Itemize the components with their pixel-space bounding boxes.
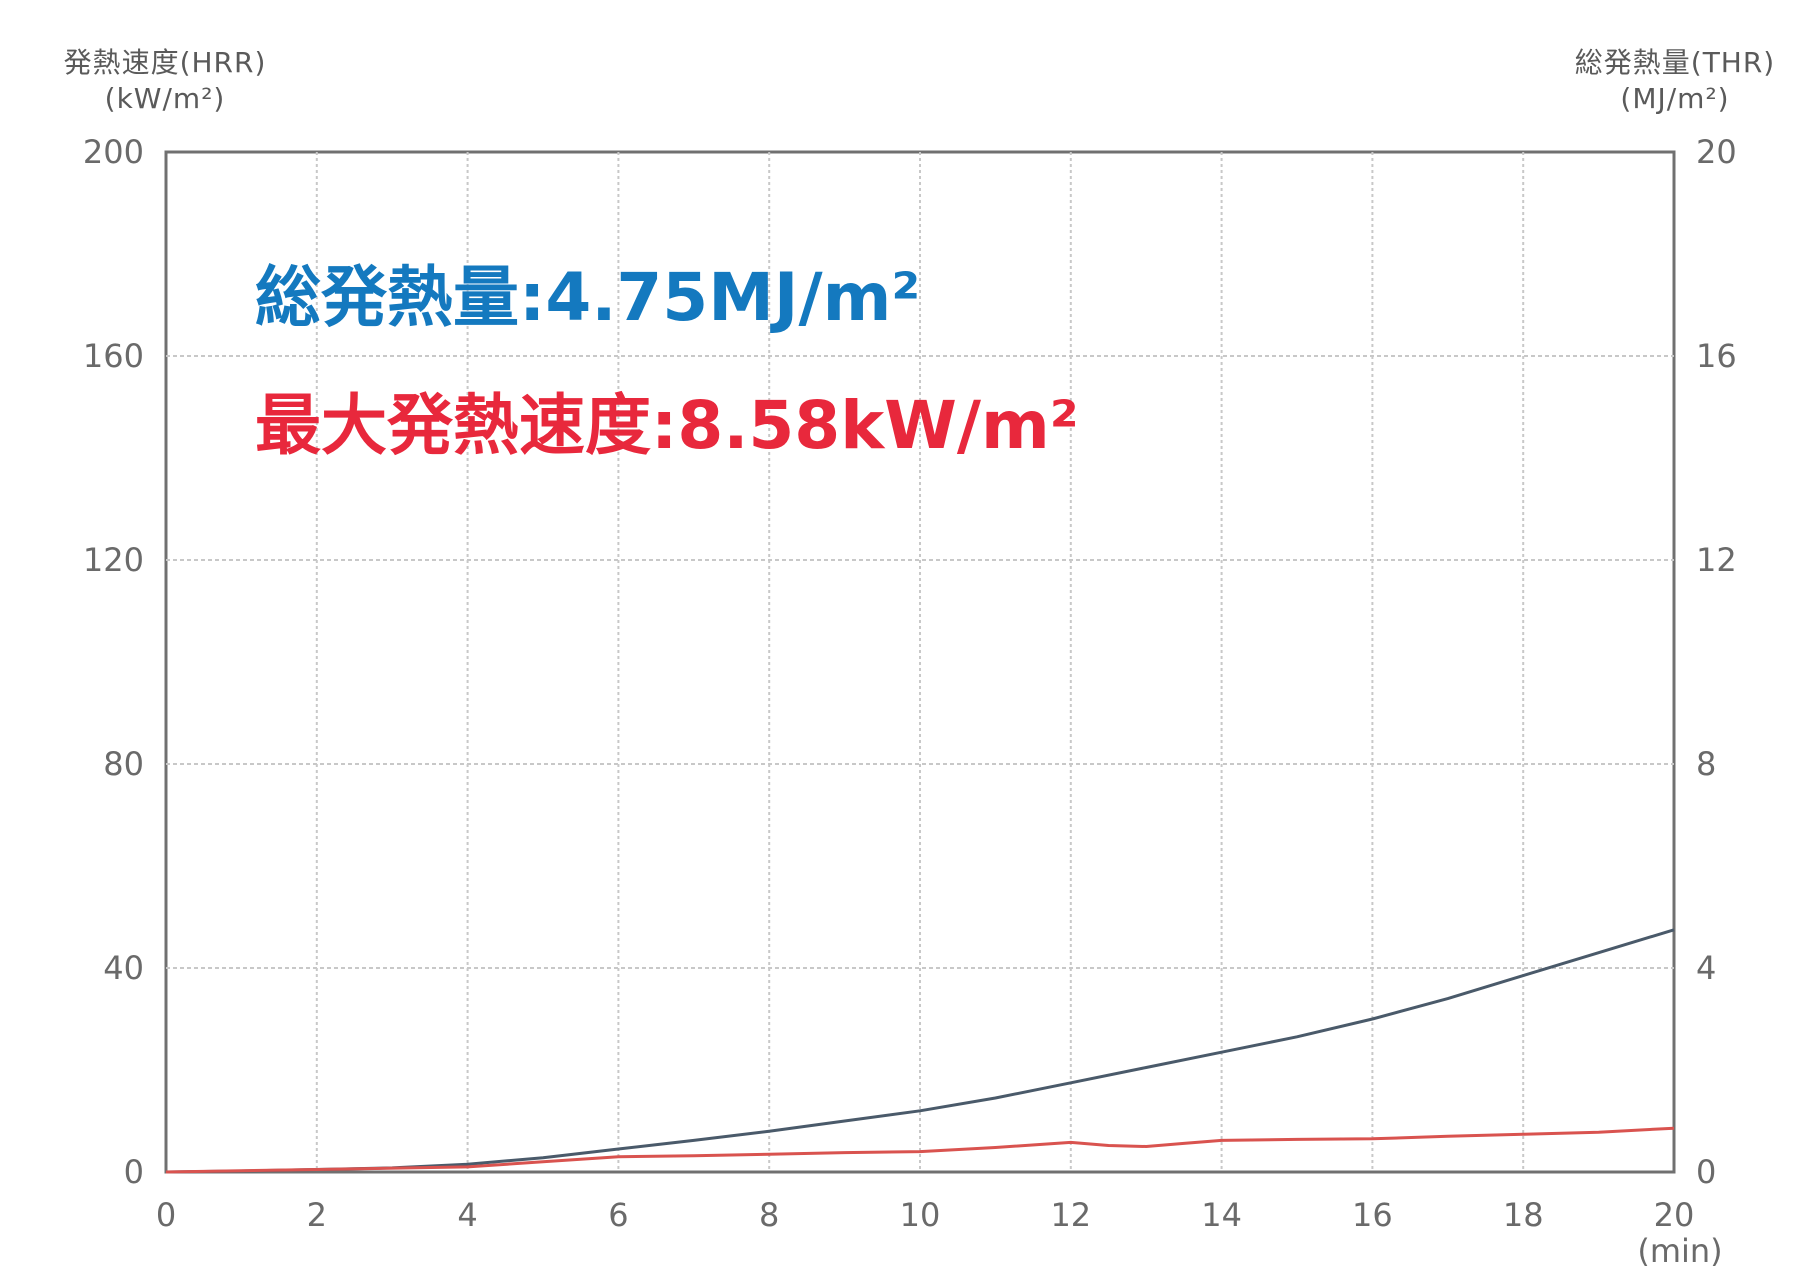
x-tick-label: 8 bbox=[759, 1196, 779, 1234]
right-axis-title-text: 総発熱量(THR) bbox=[1574, 46, 1776, 79]
left-tick-label: 40 bbox=[103, 949, 144, 987]
series-lines bbox=[165, 928, 1675, 1174]
left-tick-label: 160 bbox=[83, 337, 144, 375]
left-axis-unit: (kW/m²) bbox=[104, 82, 226, 115]
left-tick-labels: 0 40 80 120 160 200 bbox=[83, 133, 144, 1191]
left-axis-title-text: 発熱速度(HRR) bbox=[63, 46, 267, 79]
right-tick-labels: 0 4 8 12 16 20 bbox=[1696, 133, 1737, 1191]
right-axis-title: 総発熱量(THR) (MJ/m²) bbox=[1530, 45, 1812, 117]
x-tick-label: 16 bbox=[1352, 1196, 1393, 1234]
right-tick-label: 0 bbox=[1696, 1153, 1716, 1191]
grid-horizontal bbox=[166, 355, 1674, 969]
right-tick-label: 20 bbox=[1696, 133, 1737, 171]
peak-heat-release-rate-annotation: 最大発熱速度:8.58kW/m² bbox=[255, 387, 1079, 464]
left-tick-label: 0 bbox=[124, 1153, 144, 1191]
right-tick-label: 8 bbox=[1696, 745, 1716, 783]
right-tick-label: 16 bbox=[1696, 337, 1737, 375]
left-axis-title: 発熱速度(HRR) (kW/m²) bbox=[25, 45, 305, 117]
x-tick-label: 18 bbox=[1503, 1196, 1544, 1234]
x-tick-labels: 0 2 4 6 8 10 12 14 16 18 20 bbox=[156, 1196, 1695, 1234]
right-axis-unit: (MJ/m²) bbox=[1620, 82, 1730, 115]
left-tick-label: 80 bbox=[103, 745, 144, 783]
x-tick-label: 0 bbox=[156, 1196, 176, 1234]
x-tick-label: 2 bbox=[307, 1196, 327, 1234]
total-heat-release-annotation: 総発熱量:4.75MJ/m² bbox=[255, 259, 921, 336]
left-tick-label: 200 bbox=[83, 133, 144, 171]
x-tick-label: 4 bbox=[457, 1196, 477, 1234]
x-axis-unit: (min) bbox=[1637, 1232, 1722, 1270]
grid-vertical bbox=[315, 152, 1525, 1172]
x-tick-label: 20 bbox=[1654, 1196, 1695, 1234]
right-tick-label: 12 bbox=[1696, 541, 1737, 579]
x-tick-label: 12 bbox=[1050, 1196, 1091, 1234]
x-tick-label: 6 bbox=[608, 1196, 628, 1234]
left-tick-label: 120 bbox=[83, 541, 144, 579]
right-tick-label: 4 bbox=[1696, 949, 1716, 987]
x-tick-label: 10 bbox=[900, 1196, 941, 1234]
x-tick-label: 14 bbox=[1201, 1196, 1242, 1234]
hrr-series-line bbox=[165, 1126, 1675, 1174]
